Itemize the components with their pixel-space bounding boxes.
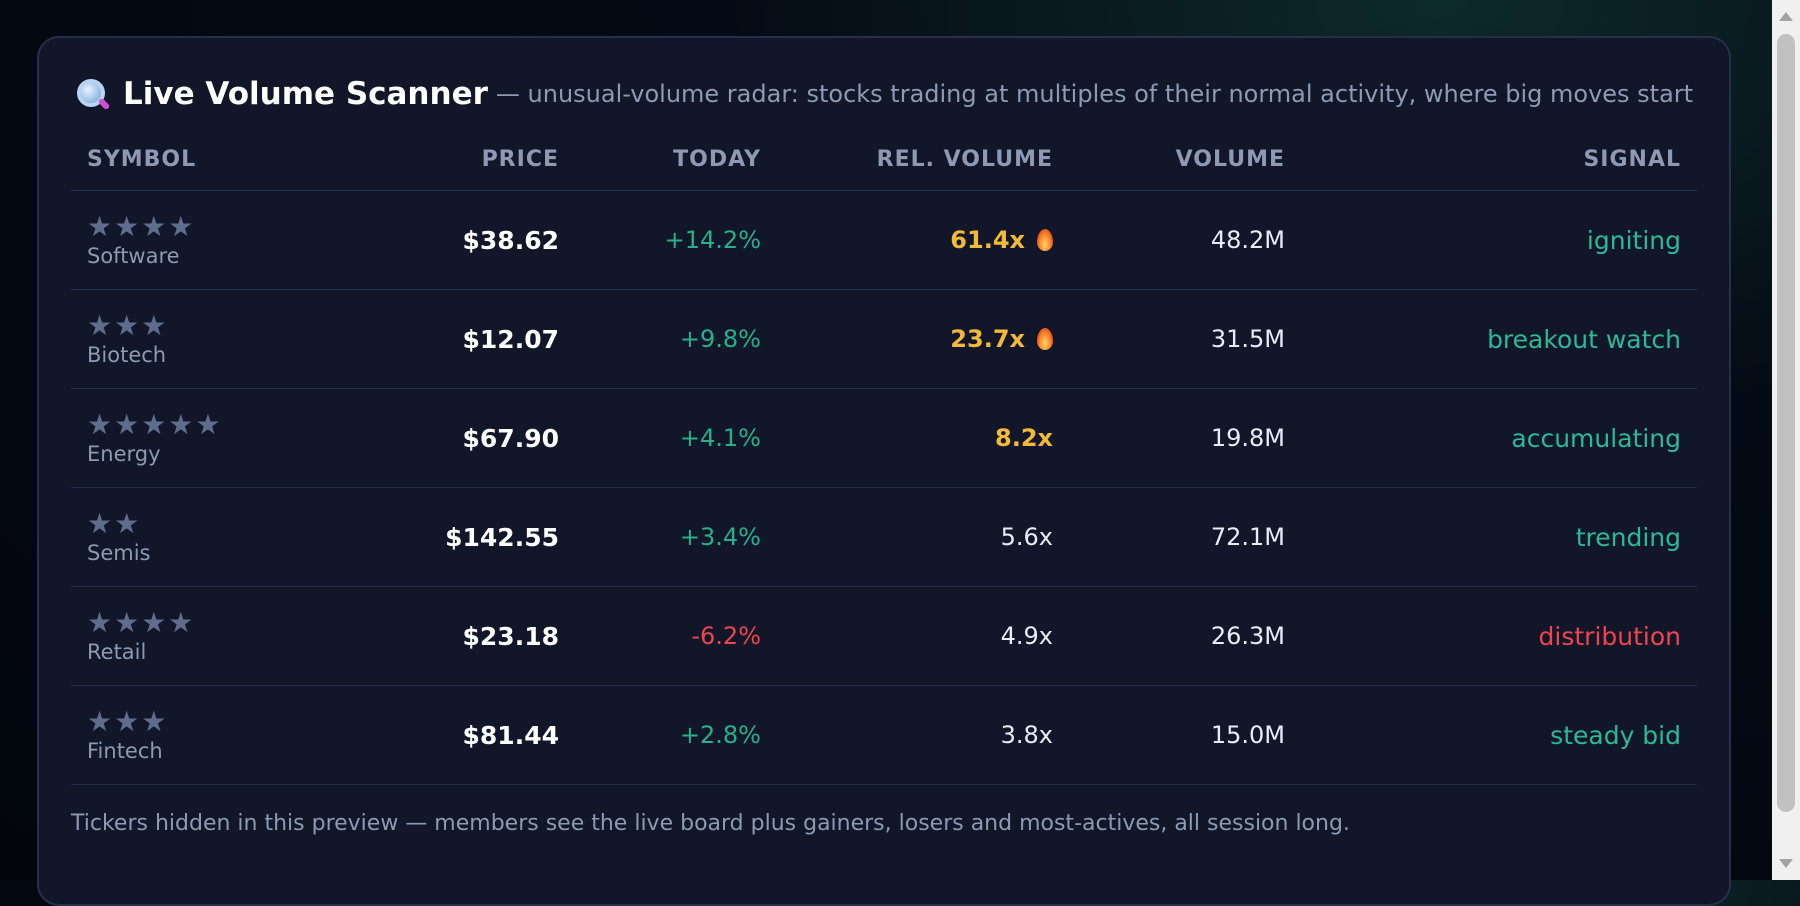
price-cell: $23.18 xyxy=(363,586,575,686)
sector-label: Software xyxy=(87,244,180,268)
rel-volume-value: 3.8x xyxy=(1000,721,1053,749)
symbol-cell: ★★★ Fintech xyxy=(71,685,363,785)
column-header-volume[interactable]: VOLUME xyxy=(1069,142,1301,191)
today-change-cell: +2.8% xyxy=(575,685,777,785)
scanner-card: Live Volume Scanner — unusual-volume rad… xyxy=(37,36,1731,906)
scanner-header: Live Volume Scanner — unusual-volume rad… xyxy=(71,74,1697,114)
signal-cell: steady bid xyxy=(1301,685,1697,785)
signal-cell: distribution xyxy=(1301,586,1697,686)
rating-stars: ★★★★★ xyxy=(87,408,223,441)
price-cell: $38.62 xyxy=(363,190,575,290)
rel-volume-value: 61.4x xyxy=(950,226,1025,254)
rel-volume-cell: 8.2x xyxy=(777,388,1069,488)
fire-icon xyxy=(1037,229,1053,251)
fire-icon xyxy=(1037,328,1053,350)
volume-cell: 19.8M xyxy=(1069,388,1301,488)
sector-label: Retail xyxy=(87,640,147,664)
scanner-table: SYMBOL PRICE TODAY REL. VOLUME VOLUME SI… xyxy=(71,142,1697,785)
rel-volume-cell: 61.4x xyxy=(777,190,1069,290)
price-cell: $67.90 xyxy=(363,388,575,488)
today-change-cell: -6.2% xyxy=(575,586,777,686)
rating-stars: ★★★★ xyxy=(87,210,196,243)
volume-cell: 48.2M xyxy=(1069,190,1301,290)
column-header-price[interactable]: PRICE xyxy=(363,142,575,191)
price-cell: $142.55 xyxy=(363,487,575,587)
volume-cell: 15.0M xyxy=(1069,685,1301,785)
rel-volume-cell: 23.7x xyxy=(777,289,1069,389)
scroll-up-arrow-icon[interactable] xyxy=(1779,12,1793,21)
sector-label: Energy xyxy=(87,442,161,466)
rel-volume-cell: 4.9x xyxy=(777,586,1069,686)
column-header-today[interactable]: TODAY xyxy=(575,142,777,191)
signal-cell: breakout watch xyxy=(1301,289,1697,389)
column-header-rel-volume[interactable]: REL. VOLUME xyxy=(777,142,1069,191)
symbol-cell: ★★★★ Retail xyxy=(71,586,363,686)
symbol-cell: ★★ Semis xyxy=(71,487,363,587)
price-cell: $81.44 xyxy=(363,685,575,785)
sector-label: Semis xyxy=(87,541,151,565)
scanner-subtitle: — unusual-volume radar: stocks trading a… xyxy=(495,80,1694,108)
today-change-cell: +4.1% xyxy=(575,388,777,488)
rating-stars: ★★★★ xyxy=(87,606,196,639)
today-change-cell: +14.2% xyxy=(575,190,777,290)
scroll-down-arrow-icon[interactable] xyxy=(1779,859,1793,868)
symbol-cell: ★★★★ Software xyxy=(71,190,363,290)
volume-cell: 31.5M xyxy=(1069,289,1301,389)
table-row[interactable]: ★★ Semis $142.55 +3.4% 5.6x 72.1M trending xyxy=(71,487,1697,587)
magnifying-glass-icon xyxy=(75,77,111,111)
today-change-cell: +9.8% xyxy=(575,289,777,389)
rel-volume-value: 5.6x xyxy=(1000,523,1053,551)
table-row[interactable]: ★★★ Fintech $81.44 +2.8% 3.8x 15.0M steady bid xyxy=(71,685,1697,785)
volume-cell: 26.3M xyxy=(1069,586,1301,686)
today-change-cell: +3.4% xyxy=(575,487,777,587)
scanner-title: Live Volume Scanner xyxy=(123,76,488,112)
rating-stars: ★★★ xyxy=(87,705,169,738)
symbol-cell: ★★★★★ Energy xyxy=(71,388,363,488)
scroll-thumb[interactable] xyxy=(1777,34,1795,812)
rel-volume-cell: 5.6x xyxy=(777,487,1069,587)
rel-volume-value: 23.7x xyxy=(950,325,1025,353)
sector-label: Fintech xyxy=(87,739,163,763)
rel-volume-value: 8.2x xyxy=(995,424,1053,452)
table-row[interactable]: ★★★ Biotech $12.07 +9.8% 23.7x 31.5M breakout … xyxy=(71,289,1697,389)
rating-stars: ★★ xyxy=(87,507,142,540)
table-row[interactable]: ★★★★★ Energy $67.90 +4.1% 8.2x 19.8M accumulat… xyxy=(71,388,1697,488)
vertical-scrollbar[interactable] xyxy=(1772,0,1800,880)
column-header-signal[interactable]: SIGNAL xyxy=(1301,142,1697,191)
symbol-cell: ★★★ Biotech xyxy=(71,289,363,389)
rel-volume-cell: 3.8x xyxy=(777,685,1069,785)
rating-stars: ★★★ xyxy=(87,309,169,342)
table-header-row: SYMBOL PRICE TODAY REL. VOLUME VOLUME SI… xyxy=(71,142,1697,191)
page-viewport: Live Volume Scanner — unusual-volume rad… xyxy=(37,36,1731,906)
table-row[interactable]: ★★★★ Software $38.62 +14.2% 61.4x 48.2M igniti… xyxy=(71,190,1697,290)
rel-volume-value: 4.9x xyxy=(1000,622,1053,650)
preview-footer-note: Tickers hidden in this preview — members… xyxy=(71,811,1350,836)
table-row[interactable]: ★★★★ Retail $23.18 -6.2% 4.9x 26.3M distributi… xyxy=(71,586,1697,686)
signal-cell: accumulating xyxy=(1301,388,1697,488)
sector-label: Biotech xyxy=(87,343,167,367)
column-header-symbol[interactable]: SYMBOL xyxy=(71,142,363,191)
signal-cell: igniting xyxy=(1301,190,1697,290)
volume-cell: 72.1M xyxy=(1069,487,1301,587)
signal-cell: trending xyxy=(1301,487,1697,587)
price-cell: $12.07 xyxy=(363,289,575,389)
